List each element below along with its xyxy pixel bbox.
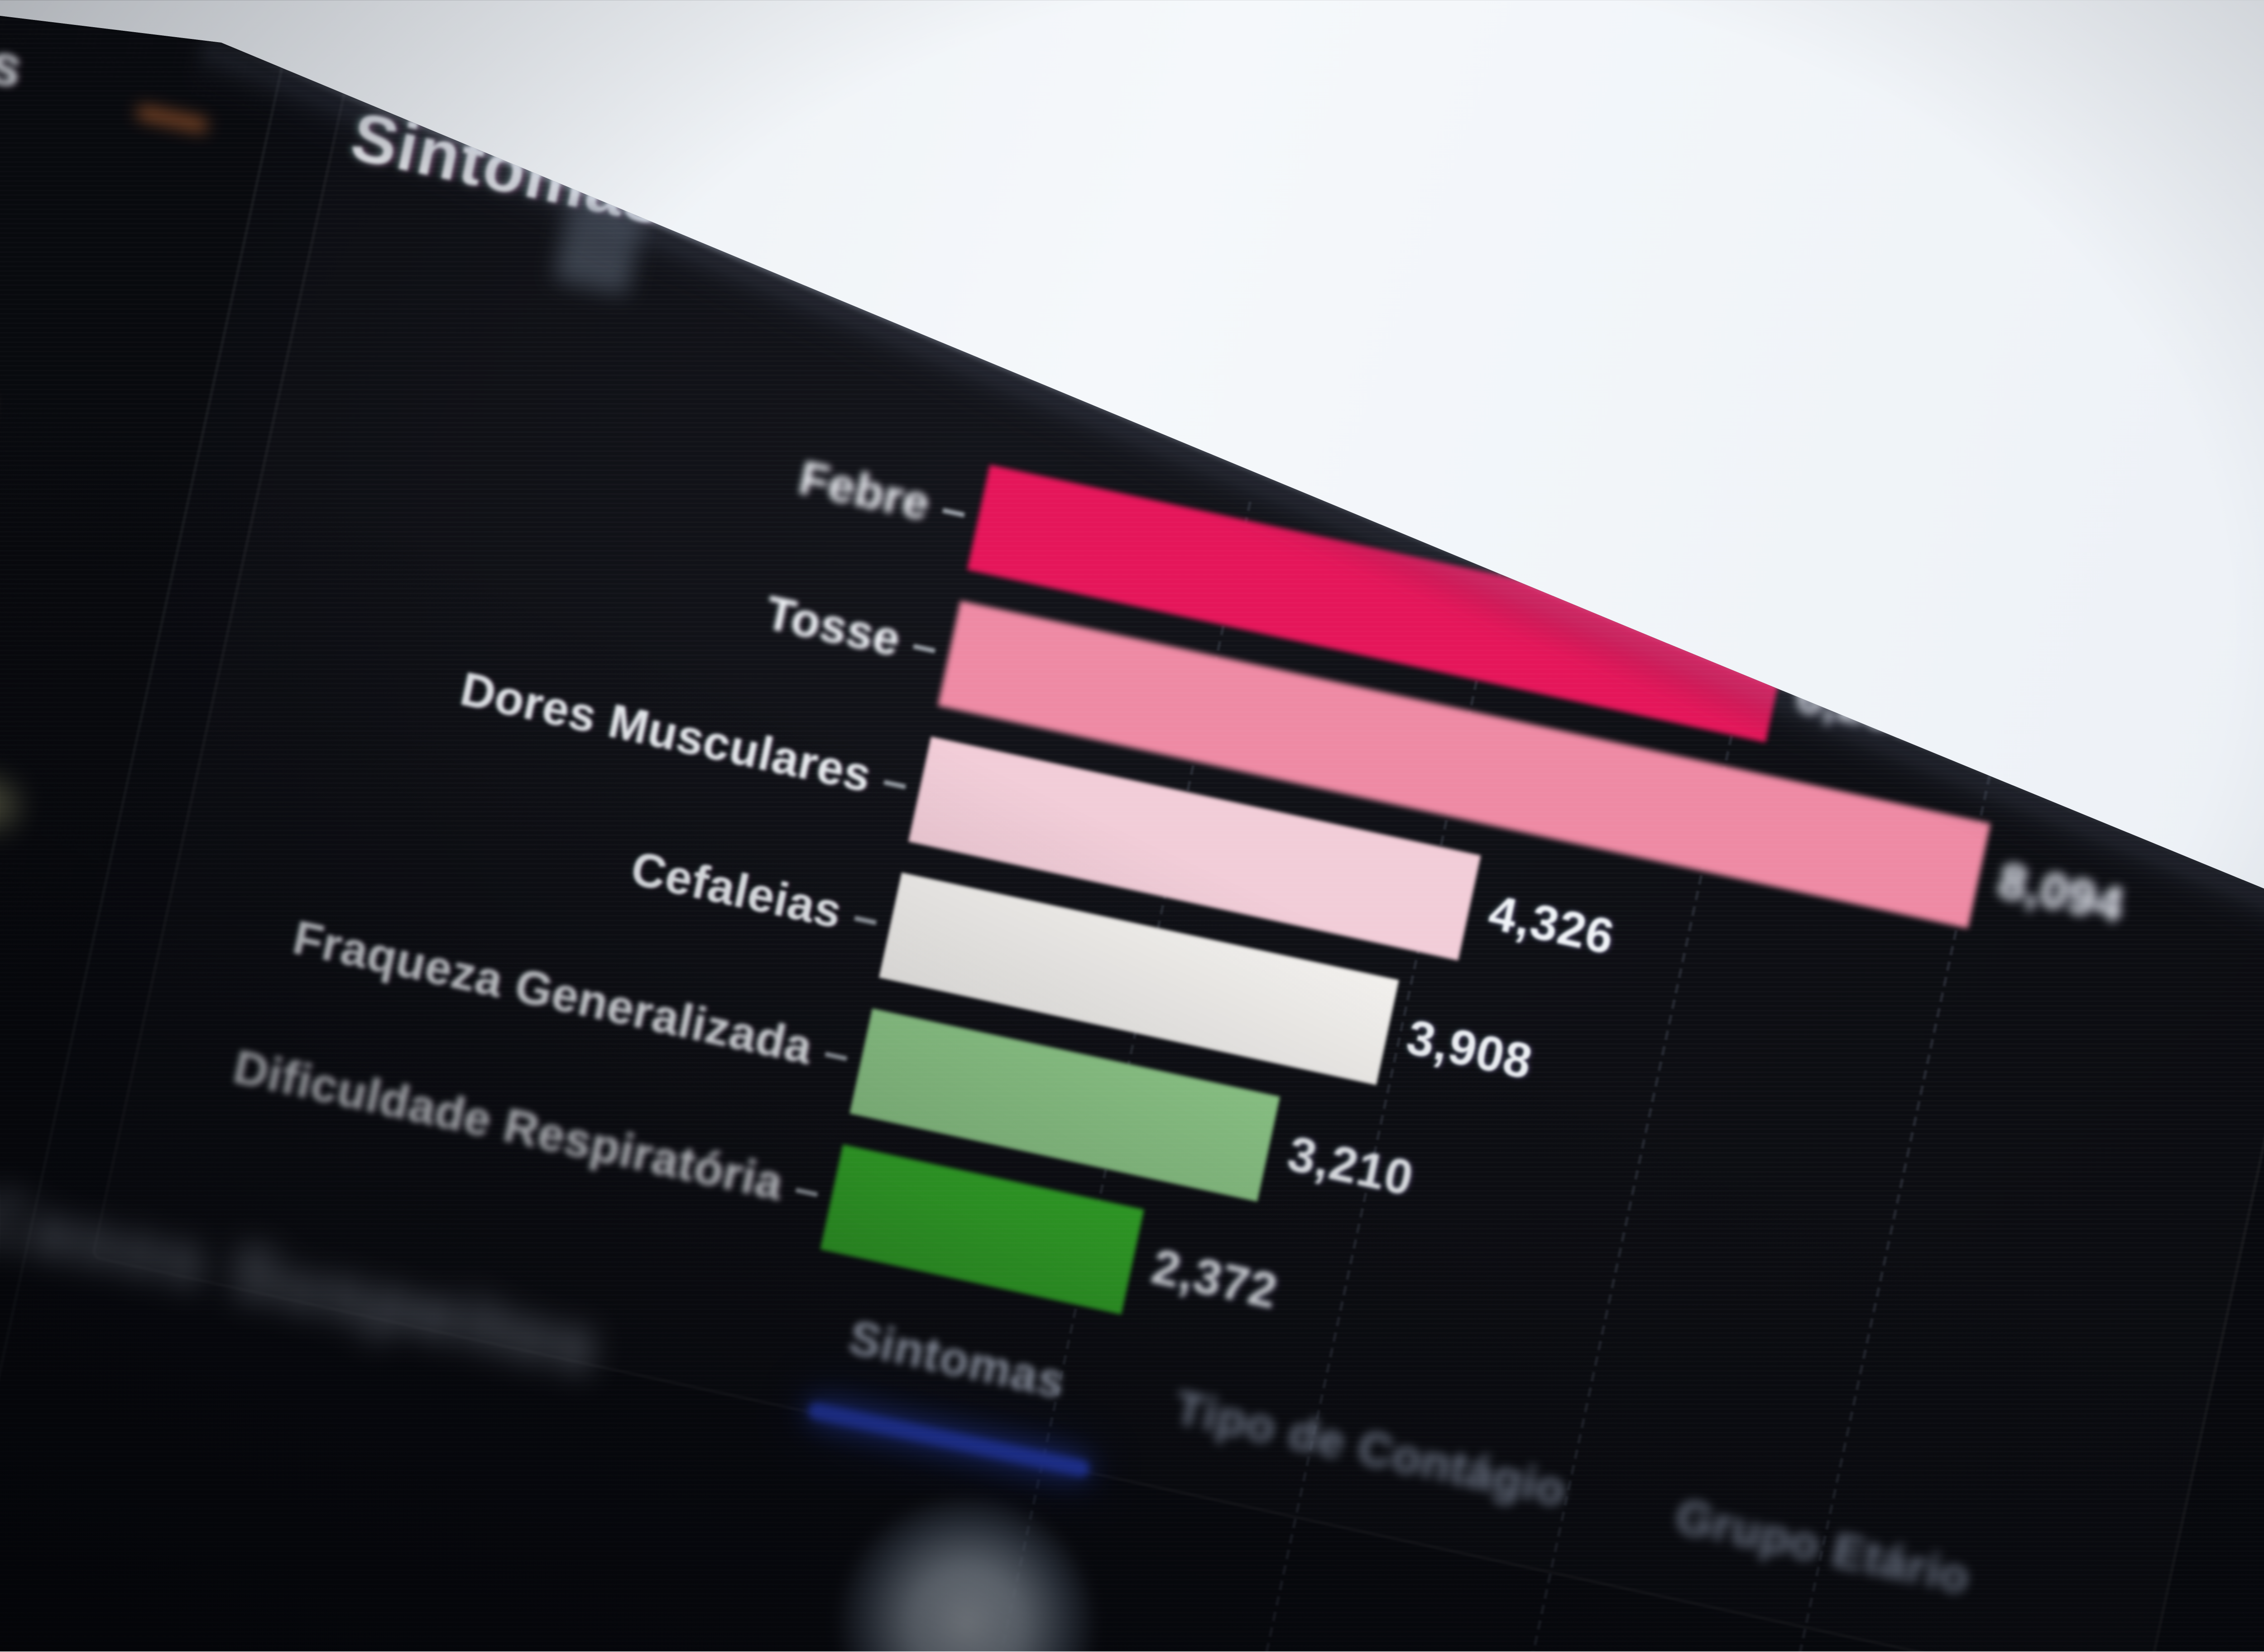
bar-value-label: 2,372 [1147,1239,1283,1320]
sidebar-item-gaia-fragment[interactable]: Gaia [0,358,144,464]
axis-tick [913,643,936,653]
bar-value-label: 3,210 [1283,1125,1419,1207]
axis-tick [883,779,907,789]
bar-value-label: 3,908 [1402,1009,1538,1090]
bar-rect[interactable] [820,1144,1144,1315]
axis-tick [942,507,965,517]
axis-tick [854,915,877,925]
axis-tick [795,1186,818,1196]
sidebar-blurred-text [0,744,23,836]
bar-value-label: 4,326 [1484,884,1620,965]
axis-tick [825,1051,848,1061]
bottom-glow-light [811,1470,1122,1652]
